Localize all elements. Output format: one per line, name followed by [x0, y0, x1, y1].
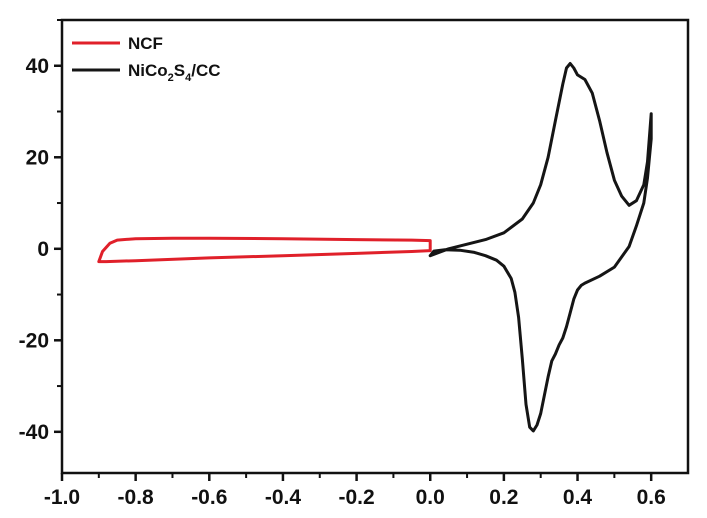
y-tick-label: 0: [37, 238, 49, 261]
y-tick-label: 20: [26, 146, 49, 169]
plot-area: [97, 62, 653, 433]
plot-frame: [60, 18, 690, 475]
axes: [60, 18, 690, 475]
x-tick-label: 0.6: [637, 486, 666, 509]
x-tick-label: -0.6: [191, 486, 227, 509]
legend-label-nico2s4-cc: NiCo2S4/CC: [128, 61, 221, 84]
y-tick-label: 40: [26, 55, 49, 78]
x-tick-label: 0.4: [563, 486, 593, 509]
x-tick-label: 0.2: [489, 486, 518, 509]
series-line-ncf: [97, 236, 432, 264]
x-tick-label: 0.0: [416, 486, 445, 509]
series-line-nico2s4-cc: [428, 62, 653, 433]
legend: NCF NiCo2S4/CC: [72, 34, 221, 84]
ticks: -1.0 -0.8 -0.6 -0.4 -0.2 0.0 0.2 0.4 0.6 -40 -20 0 2…: [19, 19, 666, 509]
x-tick-label: -0.2: [338, 486, 374, 509]
x-tick-label: -0.8: [118, 486, 155, 509]
x-tick-label: -1.0: [44, 486, 80, 509]
legend-label-ncf: NCF: [128, 34, 163, 53]
x-tick-label: -0.4: [265, 486, 302, 509]
y-tick-label: -20: [19, 329, 49, 352]
y-tick-label: -40: [19, 421, 49, 444]
